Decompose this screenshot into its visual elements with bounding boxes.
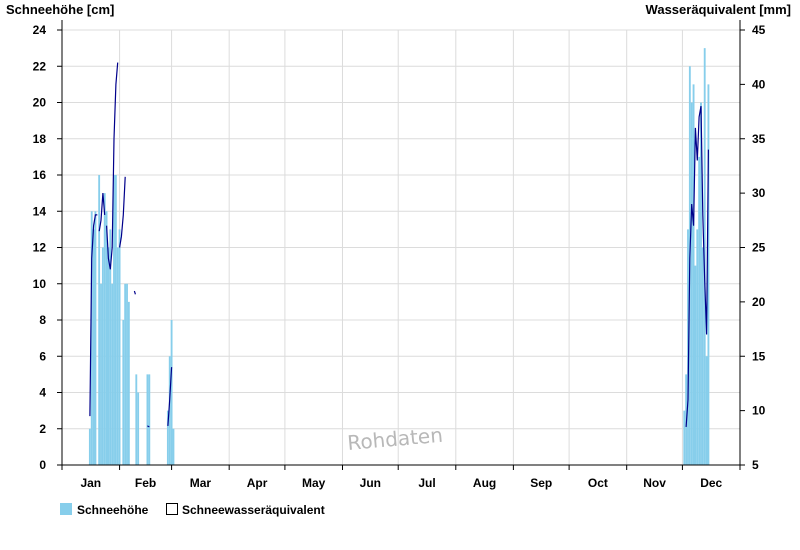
right-tick-label: 30 [752,186,766,200]
month-label: Jul [418,476,435,490]
month-label: Apr [247,476,268,490]
snow-depth-bar [109,229,112,465]
snow-depth-bar [100,283,102,465]
snow-depth-bar [700,102,702,465]
swe-lines [89,62,709,428]
watermark: Rohdaten [346,423,443,455]
legend-label-swe: Schneewasseräquivalent [182,503,325,517]
snow-depth-bar [118,229,121,465]
left-tick-label: 0 [39,458,46,472]
snow-depth-bar [690,102,693,465]
snow-depth-bar [170,320,173,465]
snow-depth-bar [692,84,695,465]
snow-depth-bar [94,211,97,465]
tick-labels: 02468101214161820222451015202530354045Ja… [33,23,766,490]
swe-line-segment [167,367,173,426]
swe-line-segment [685,105,709,427]
snow-depth-bar [687,229,689,465]
snow-depth-bar [90,211,93,465]
month-label: Feb [135,476,156,490]
month-label: Mar [190,476,212,490]
right-tick-label: 40 [752,77,766,91]
snow-depth-bar [146,374,149,465]
legend-label-snow-depth: Schneehöhe [77,503,149,517]
right-tick-label: 25 [752,241,766,255]
snow-depth-bar [166,410,169,465]
month-label: Dec [700,476,722,490]
right-tick-label: 45 [752,23,766,37]
snow-depth-bar [148,374,151,465]
snow-depth-bar [168,356,171,465]
right-tick-label: 15 [752,349,766,363]
snow-depth-bar [135,374,138,465]
month-label: Nov [643,476,666,490]
snow-depth-bar [698,156,701,465]
swe-line-segment [98,193,106,232]
right-tick-label: 10 [752,404,766,418]
legend-swatch-snow-depth [60,503,72,515]
swe-line-segment [147,425,150,428]
snow-depth-bar [703,48,706,465]
month-label: Jan [80,476,101,490]
right-tick-label: 20 [752,295,766,309]
left-tick-label: 24 [33,23,47,37]
snow-depth-bar [111,283,114,465]
left-tick-label: 12 [33,241,47,255]
right-tick-label: 5 [752,458,759,472]
snow-depth-bar [103,193,106,465]
left-axis-title: Schneehöhe [cm] [6,2,114,17]
month-label: May [302,476,326,490]
snow-depth-bar [683,410,686,465]
snow-depth-bar [116,247,119,465]
month-label: Oct [588,476,608,490]
gridlines [62,29,740,465]
legend: Schneehöhe Schneewasseräquivalent [60,503,325,517]
snow-depth-bar [127,301,130,465]
left-tick-label: 16 [33,168,47,182]
axes [57,20,745,470]
snow-depth-bar [88,428,91,465]
snow-depth-bar [105,211,108,465]
snow-depth-bar [101,247,104,465]
left-tick-label: 6 [39,349,46,363]
swe-line-segment [89,214,98,417]
snow-depth-bar [92,229,95,465]
snow-depth-bars [88,48,710,465]
left-tick-label: 14 [33,204,47,218]
snow-depth-bar [701,247,704,465]
snow-depth-bar [114,175,117,465]
left-tick-label: 10 [33,277,47,291]
month-label: Sep [530,476,552,490]
left-tick-label: 18 [33,132,47,146]
snow-depth-bar [694,265,697,465]
snow-depth-bar [172,428,175,465]
snow-depth-bar [126,283,128,465]
snow-depth-bar [707,84,710,465]
legend-swatch-swe [166,503,178,515]
month-label: Aug [473,476,496,490]
snow-depth-bar [113,175,115,465]
swe-line-segment [106,62,119,270]
snow-depth-bar [122,320,125,465]
month-label: Jun [360,476,381,490]
left-tick-label: 20 [33,96,47,110]
snow-depth-bar [98,175,101,465]
swe-line-segment [133,290,136,295]
snow-depth-bar [107,247,110,465]
left-tick-label: 2 [39,422,46,436]
left-tick-label: 22 [33,59,47,73]
left-tick-label: 4 [39,386,46,400]
snow-depth-bar [124,283,127,465]
left-tick-label: 8 [39,313,46,327]
right-axis-title: Wasseräquivalent [mm] [646,2,791,17]
snow-depth-bar [137,392,140,465]
snow-depth-bar [705,356,708,465]
right-tick-label: 35 [752,132,766,146]
snow-depth-bar [696,229,699,465]
swe-line-segment [119,176,126,248]
